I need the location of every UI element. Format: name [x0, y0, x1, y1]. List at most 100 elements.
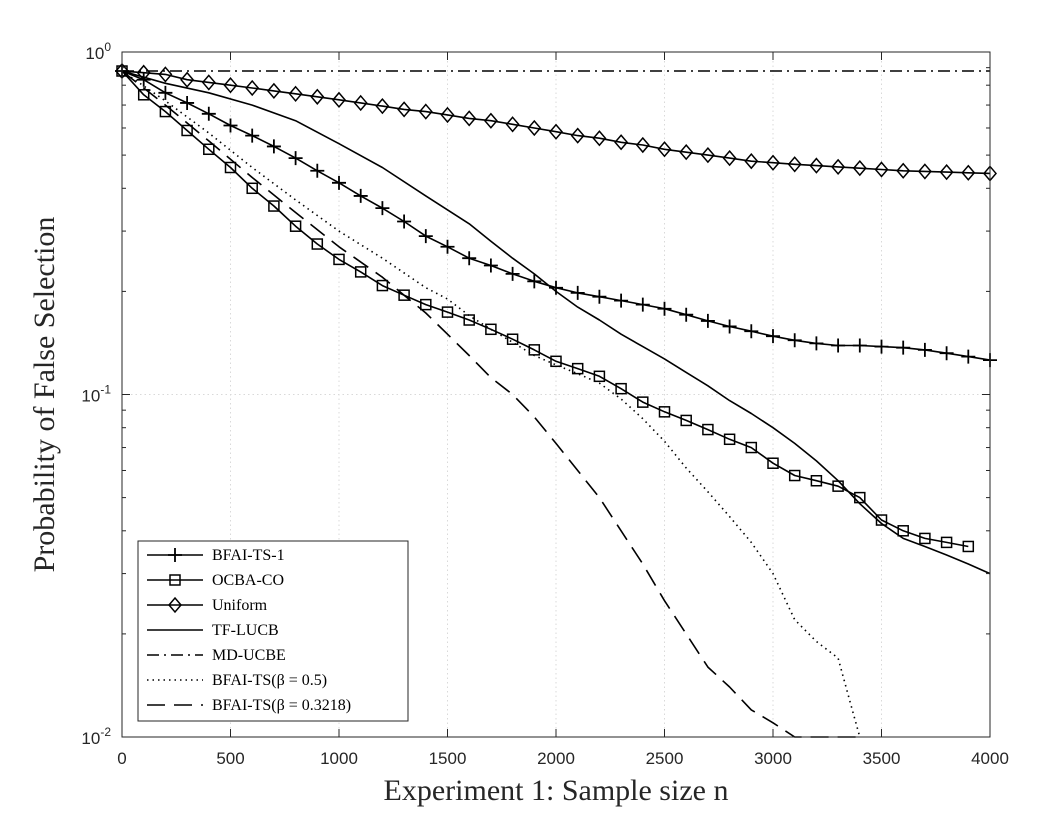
data-point — [614, 134, 629, 151]
data-point — [549, 123, 563, 140]
data-point — [787, 333, 802, 348]
data-point — [505, 266, 520, 281]
data-point — [245, 128, 260, 143]
data-point — [658, 406, 671, 418]
data-point — [288, 85, 303, 102]
data-point — [440, 239, 455, 254]
data-point — [441, 306, 454, 318]
data-point — [201, 106, 216, 121]
data-point — [679, 144, 694, 161]
data-point — [245, 79, 260, 97]
legend-marker — [169, 574, 181, 586]
legend-label: Uniform — [212, 597, 268, 614]
data-point — [246, 182, 258, 195]
data-point — [506, 333, 519, 345]
data-point — [766, 329, 780, 344]
data-point — [310, 163, 325, 178]
data-point — [375, 201, 390, 216]
data-point — [332, 91, 346, 108]
data-point — [722, 149, 737, 167]
x-tick-label: 1000 — [320, 749, 358, 768]
x-tick-label: 500 — [216, 749, 244, 768]
series-line — [121, 70, 991, 175]
data-point — [483, 258, 498, 273]
data-point — [570, 285, 585, 300]
data-point — [485, 323, 497, 336]
legend-entry: BFAI-TS(β = 0.5) — [147, 672, 327, 689]
legend-label: TF-LUCB — [212, 622, 279, 639]
data-point — [571, 362, 584, 375]
data-point — [158, 85, 173, 100]
x-tick-label: 3500 — [863, 749, 901, 768]
data-point — [397, 214, 412, 229]
data-point — [766, 154, 780, 171]
series-line — [121, 70, 969, 548]
data-point — [180, 95, 195, 110]
data-point — [897, 525, 909, 537]
data-point — [852, 160, 867, 177]
x-tick-label: 0 — [117, 749, 126, 768]
data-point — [180, 71, 195, 88]
series-line — [121, 70, 861, 738]
data-point — [700, 146, 715, 164]
series-6 — [121, 70, 861, 738]
data-point — [962, 540, 975, 553]
y-tick-label: 10-2 — [81, 725, 111, 748]
legend-label: OCBA-CO — [212, 572, 284, 589]
data-point — [310, 88, 325, 105]
data-point — [744, 324, 759, 339]
data-point — [223, 77, 238, 94]
data-point — [418, 103, 433, 120]
data-point — [961, 164, 976, 181]
data-point — [635, 136, 650, 154]
data-point — [831, 158, 846, 176]
legend-entry: OCBA-CO — [147, 572, 284, 589]
y-axis-label: Probability of False Selection — [28, 217, 61, 573]
data-point — [637, 396, 649, 408]
data-point — [917, 163, 932, 180]
legend-label: BFAI-TS-1 — [212, 547, 285, 564]
data-point — [224, 161, 237, 174]
legend-marker — [168, 548, 182, 562]
data-point — [809, 157, 824, 174]
x-tick-label: 3000 — [754, 749, 792, 768]
data-point — [527, 119, 542, 137]
data-point — [268, 200, 280, 212]
data-point — [266, 82, 281, 100]
data-point — [614, 293, 629, 308]
data-point — [483, 112, 498, 129]
data-point — [137, 89, 150, 101]
data-point — [745, 441, 758, 454]
data-point — [919, 532, 931, 545]
legend-label: BFAI-TS(β = 0.3218) — [212, 697, 351, 714]
data-point — [397, 101, 412, 118]
legend-label: MD-UCBE — [212, 647, 286, 664]
data-point — [181, 124, 193, 137]
legend: BFAI-TS-1 OCBA-CO Uniform TF-LUCB MD-UCBE BFA… — [137, 540, 409, 722]
data-point — [353, 94, 368, 112]
data-point — [201, 74, 216, 91]
data-point — [896, 340, 911, 355]
legend-entry: TF-LUCB — [147, 622, 279, 639]
data-point — [333, 253, 345, 266]
data-point — [311, 238, 324, 250]
data-point — [875, 514, 888, 526]
data-point — [593, 370, 606, 383]
series-7 — [121, 70, 860, 738]
data-point — [570, 127, 585, 144]
data-point — [159, 105, 172, 118]
data-point — [939, 346, 954, 361]
data-point — [657, 301, 672, 316]
data-point — [550, 355, 562, 368]
legend-entry: Uniform — [147, 596, 268, 614]
x-tick-label: 4000 — [971, 749, 1009, 768]
data-point — [767, 457, 779, 469]
legend-marker — [168, 596, 182, 614]
data-point — [592, 130, 607, 147]
data-point — [418, 229, 433, 244]
data-point — [354, 266, 367, 278]
legend-entry: BFAI-TS-1 — [147, 547, 285, 564]
grid-lines — [122, 52, 990, 737]
x-axis-label: Experiment 1: Sample size n — [384, 774, 729, 807]
data-point — [744, 153, 759, 170]
